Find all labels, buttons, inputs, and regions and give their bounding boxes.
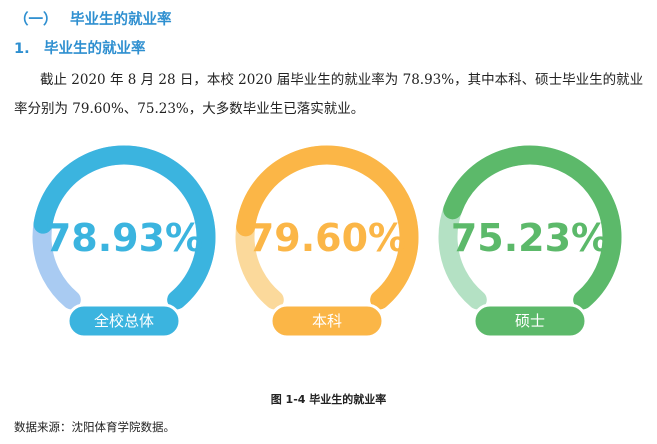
gauge-label-overall: 全校总体 — [94, 312, 154, 330]
gauge-master: 75.23% 硕士 — [438, 145, 622, 339]
gauge-value-overall: 78.93% — [45, 216, 203, 260]
gauge-value-undergraduate: 79.60% — [248, 216, 406, 260]
gauge-undergraduate: 79.60% 本科 — [235, 145, 419, 339]
gauge-label-master: 硕士 — [515, 312, 545, 330]
gauge-fill-undergraduate — [236, 145, 419, 310]
subsection-heading: 1. 毕业生的就业率 — [14, 37, 146, 58]
section-heading: （一） 毕业生的就业率 — [14, 8, 172, 29]
section-title: 毕业生的就业率 — [70, 12, 172, 28]
gauge-fill-master — [443, 145, 622, 310]
employment-rate-gauges: 78.93% 全校总体 79.60% 本科 75.23% 硕士 — [32, 145, 622, 339]
gauge-fill-overall — [33, 145, 216, 310]
section-number: （一） — [14, 12, 58, 28]
gauge-label-undergraduate: 本科 — [312, 312, 342, 330]
subsection-number: 1. — [14, 41, 30, 57]
body-paragraph: 截止 2020 年 8 月 28 日，本校 2020 届毕业生的就业率为 78.… — [14, 72, 644, 117]
data-source: 数据来源：沈阳体育学院数据。 — [14, 420, 175, 434]
gauge-value-master: 75.23% — [451, 216, 609, 260]
subsection-title: 毕业生的就业率 — [44, 41, 146, 57]
gauge-overall: 78.93% 全校总体 — [32, 145, 216, 339]
gauge-label-pill-overall — [66, 303, 182, 339]
gauge-label-pill-master — [472, 303, 588, 339]
figure-caption: 图 1-4 毕业生的就业率 — [270, 393, 387, 406]
gauge-label-pill-undergraduate — [269, 303, 385, 339]
